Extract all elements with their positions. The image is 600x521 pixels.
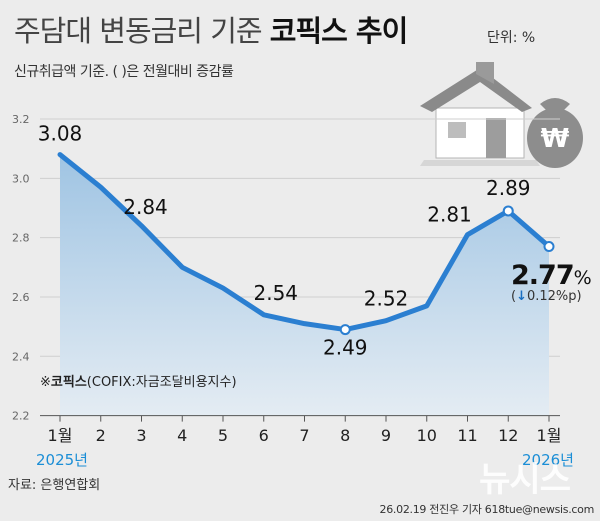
chart-title: 주담대 변동금리 기준 코픽스 추이 bbox=[14, 14, 408, 48]
last-value: 2.77% bbox=[511, 260, 592, 291]
data-label: 2.89 bbox=[486, 176, 531, 200]
chart-subtitle: 신규취급액 기준. ( )은 전월대비 증감률 bbox=[14, 64, 234, 80]
year-label-2026: 2026년 bbox=[522, 451, 574, 469]
credit-line: 26.02.19 전진우 기자 618tue@newsis.com bbox=[379, 503, 595, 516]
x-tick-label: 5 bbox=[218, 426, 228, 445]
change-indicator: (↓0.12%p) bbox=[511, 289, 582, 304]
data-label: 2.52 bbox=[364, 287, 409, 311]
series-line bbox=[57, 152, 552, 333]
svg-text:₩: ₩ bbox=[541, 124, 570, 154]
source-note: 자료: 은행연합회 bbox=[8, 478, 101, 493]
data-label: 2.84 bbox=[123, 195, 168, 219]
x-tick-label: 10 bbox=[417, 426, 437, 445]
x-tick-label: 11 bbox=[457, 426, 477, 445]
legend-note: ※코픽스(COFIX:자금조달비용지수) bbox=[40, 375, 237, 390]
x-tick-label: 7 bbox=[299, 426, 309, 445]
x-tick-label: 8 bbox=[340, 426, 350, 445]
y-tick-label: 2.2 bbox=[12, 410, 30, 423]
y-tick-label: 2.4 bbox=[12, 350, 30, 363]
down-arrow-icon: ↓ bbox=[516, 289, 527, 304]
y-tick-label: 3.0 bbox=[12, 172, 30, 185]
series-area bbox=[60, 154, 549, 416]
x-tick-label: 1월 bbox=[48, 426, 73, 445]
data-point bbox=[543, 241, 555, 253]
x-tick-label: 9 bbox=[381, 426, 391, 445]
last-value-callout: 2.77% (↓0.12%p) bbox=[511, 260, 600, 304]
data-label: 2.54 bbox=[253, 281, 298, 305]
data-label: 3.08 bbox=[38, 122, 83, 146]
data-label: 2.49 bbox=[323, 336, 368, 360]
x-tick-label: 4 bbox=[177, 426, 187, 445]
house-illustration bbox=[420, 62, 540, 166]
year-label-2025: 2025년 bbox=[36, 451, 88, 469]
x-tick-label: 3 bbox=[136, 426, 146, 445]
x-tick-label: 1월 bbox=[537, 426, 562, 445]
data-point bbox=[502, 205, 514, 217]
x-tick-label: 6 bbox=[259, 426, 269, 445]
unit-label: 단위: % bbox=[487, 30, 536, 46]
y-tick-label: 3.2 bbox=[12, 113, 30, 126]
y-tick-label: 2.6 bbox=[12, 291, 30, 304]
data-label: 2.81 bbox=[427, 203, 472, 227]
x-tick-label: 2 bbox=[96, 426, 106, 445]
data-point bbox=[339, 324, 351, 336]
money-bag-icon: ₩ bbox=[527, 98, 583, 168]
x-tick-label: 12 bbox=[498, 426, 518, 445]
y-tick-label: 2.8 bbox=[12, 232, 30, 245]
watermark-logo: 뉴시스 bbox=[479, 460, 571, 500]
